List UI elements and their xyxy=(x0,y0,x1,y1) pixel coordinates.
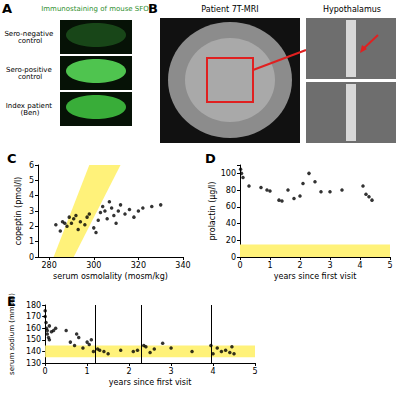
svg-text:control: control xyxy=(18,73,42,81)
svg-text:4: 4 xyxy=(357,261,362,270)
svg-text:Hypothalamus: Hypothalamus xyxy=(323,5,381,14)
svg-text:140: 140 xyxy=(26,347,41,356)
svg-text:4: 4 xyxy=(29,191,34,200)
svg-text:Index patient: Index patient xyxy=(5,101,55,110)
svg-text:3: 3 xyxy=(169,367,174,376)
svg-text:3: 3 xyxy=(327,261,332,270)
svg-text:0: 0 xyxy=(29,253,34,262)
svg-text:Sero-positive: Sero-positive xyxy=(5,65,55,74)
svg-text:1: 1 xyxy=(267,261,272,270)
svg-text:serum osmolality (mosm/kg): serum osmolality (mosm/kg) xyxy=(53,272,168,281)
svg-text:4: 4 xyxy=(210,367,215,376)
svg-text:Sero-negative: Sero-negative xyxy=(4,29,56,38)
svg-text:control: control xyxy=(18,37,42,45)
svg-text:5: 5 xyxy=(252,367,257,376)
svg-text:150: 150 xyxy=(26,335,41,344)
svg-text:340: 340 xyxy=(175,261,190,270)
svg-text:years since first visit: years since first visit xyxy=(109,378,192,387)
svg-text:A: A xyxy=(2,1,12,16)
svg-text:180: 180 xyxy=(26,301,41,310)
svg-text:100: 100 xyxy=(221,169,236,178)
svg-text:Patient 7T-MRI: Patient 7T-MRI xyxy=(201,5,258,14)
svg-text:B: B xyxy=(148,1,158,16)
svg-text:5: 5 xyxy=(387,261,392,270)
svg-text:2: 2 xyxy=(127,367,132,376)
svg-text:0: 0 xyxy=(231,253,236,262)
svg-text:80: 80 xyxy=(226,186,236,195)
svg-text:3: 3 xyxy=(29,207,34,216)
svg-text:5: 5 xyxy=(29,176,34,185)
svg-text:280: 280 xyxy=(42,261,57,270)
svg-text:1: 1 xyxy=(85,367,90,376)
svg-text:E: E xyxy=(7,294,16,309)
svg-text:(Ben): (Ben) xyxy=(20,109,39,117)
svg-text:C: C xyxy=(7,151,17,166)
svg-text:170: 170 xyxy=(26,312,41,321)
svg-text:40: 40 xyxy=(226,219,236,228)
svg-text:1: 1 xyxy=(29,237,34,246)
svg-text:years since first visit: years since first visit xyxy=(274,272,357,281)
svg-text:320: 320 xyxy=(131,261,146,270)
svg-text:2: 2 xyxy=(297,261,302,270)
svg-text:130: 130 xyxy=(26,359,41,368)
svg-text:60: 60 xyxy=(226,202,236,211)
svg-text:serum sodium (mmol/l): serum sodium (mmol/l) xyxy=(8,293,16,375)
svg-text:300: 300 xyxy=(86,261,101,270)
svg-text:6: 6 xyxy=(29,161,34,170)
svg-text:0: 0 xyxy=(43,367,48,376)
svg-text:Immunostaining of mouse SFO: Immunostaining of mouse SFO xyxy=(41,5,149,13)
svg-text:20: 20 xyxy=(226,236,236,245)
svg-text:160: 160 xyxy=(26,324,41,333)
svg-text:2: 2 xyxy=(29,222,34,231)
svg-text:0: 0 xyxy=(237,261,242,270)
svg-text:prolactin (µg/l): prolactin (µg/l) xyxy=(208,182,217,241)
svg-text:copeptin (pmol/l): copeptin (pmol/l) xyxy=(14,177,23,246)
svg-text:D: D xyxy=(205,151,216,166)
